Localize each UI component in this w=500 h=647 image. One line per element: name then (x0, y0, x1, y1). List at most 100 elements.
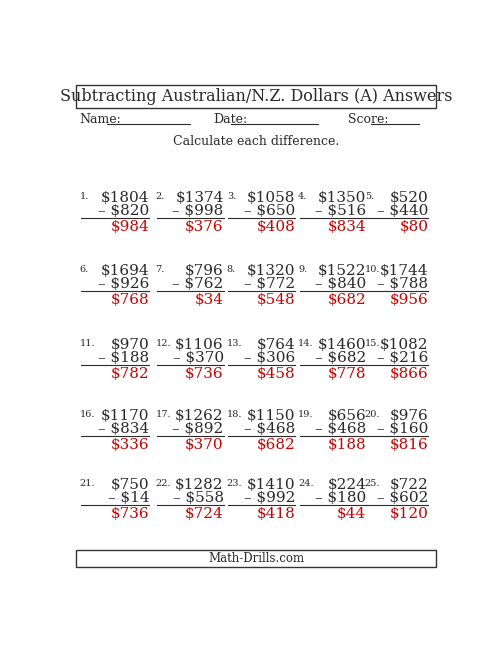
Text: $1058: $1058 (246, 191, 295, 205)
Text: $976: $976 (390, 409, 428, 422)
Text: $1744: $1744 (380, 264, 428, 278)
Text: $1460: $1460 (318, 338, 366, 352)
Text: 6.: 6. (80, 265, 89, 274)
Text: – $762: – $762 (172, 277, 224, 291)
Text: $1804: $1804 (101, 191, 150, 205)
Text: 14.: 14. (298, 338, 314, 347)
Text: $1150: $1150 (246, 409, 295, 422)
Text: $956: $956 (390, 293, 428, 307)
Text: – $926: – $926 (98, 277, 150, 291)
Text: $724: $724 (185, 507, 224, 521)
Text: 5.: 5. (365, 192, 374, 201)
Text: $1374: $1374 (176, 191, 224, 205)
Text: $1170: $1170 (101, 409, 150, 422)
Text: 11.: 11. (80, 338, 95, 347)
Text: $764: $764 (256, 338, 295, 352)
Text: $1522: $1522 (318, 264, 366, 278)
Text: $682: $682 (328, 293, 366, 307)
FancyBboxPatch shape (76, 85, 436, 109)
Text: $816: $816 (390, 438, 428, 452)
Text: Subtracting Australian/N.Z. Dollars (A) Answers: Subtracting Australian/N.Z. Dollars (A) … (60, 89, 452, 105)
Text: $376: $376 (185, 220, 224, 234)
Text: $458: $458 (256, 367, 295, 381)
Text: 4.: 4. (298, 192, 308, 201)
Text: – $468: – $468 (315, 422, 366, 436)
Text: 3.: 3. (227, 192, 236, 201)
Text: $782: $782 (110, 367, 150, 381)
Text: $120: $120 (390, 507, 428, 521)
Text: 16.: 16. (80, 410, 95, 419)
Text: 23.: 23. (227, 479, 242, 488)
Text: $370: $370 (185, 438, 224, 452)
Text: $408: $408 (256, 220, 295, 234)
Text: 19.: 19. (298, 410, 314, 419)
Text: 24.: 24. (298, 479, 314, 488)
Text: $548: $548 (256, 293, 295, 307)
Text: 15.: 15. (365, 338, 380, 347)
Text: $1410: $1410 (246, 478, 295, 492)
Text: – $834: – $834 (98, 422, 150, 436)
Text: Math-Drills.com: Math-Drills.com (208, 553, 304, 565)
Text: – $772: – $772 (244, 277, 295, 291)
Text: $1262: $1262 (175, 409, 224, 422)
Text: $418: $418 (256, 507, 295, 521)
Text: – $682: – $682 (315, 351, 366, 365)
Text: – $992: – $992 (244, 491, 295, 505)
Text: – $216: – $216 (377, 351, 428, 365)
Text: $44: $44 (337, 507, 366, 521)
Text: Date:: Date: (214, 113, 248, 127)
Text: 10.: 10. (365, 265, 380, 274)
Text: – $650: – $650 (244, 204, 295, 218)
Text: $656: $656 (328, 409, 366, 422)
Text: – $516: – $516 (315, 204, 366, 218)
Text: – $788: – $788 (378, 277, 428, 291)
Text: – $840: – $840 (315, 277, 366, 291)
Text: – $180: – $180 (315, 491, 366, 505)
Text: $336: $336 (110, 438, 150, 452)
Text: $520: $520 (390, 191, 428, 205)
Text: – $602: – $602 (377, 491, 428, 505)
Text: $866: $866 (390, 367, 428, 381)
Text: $750: $750 (110, 478, 150, 492)
Text: $188: $188 (328, 438, 366, 452)
Text: 25.: 25. (365, 479, 380, 488)
Text: – $558: – $558 (172, 491, 224, 505)
Text: $80: $80 (400, 220, 428, 234)
Text: – $160: – $160 (377, 422, 428, 436)
Text: 18.: 18. (227, 410, 242, 419)
Text: $1106: $1106 (175, 338, 224, 352)
Text: 1.: 1. (80, 192, 89, 201)
Text: 13.: 13. (227, 338, 242, 347)
Text: 21.: 21. (80, 479, 95, 488)
Text: $736: $736 (185, 367, 224, 381)
Text: $834: $834 (328, 220, 366, 234)
Text: – $468: – $468 (244, 422, 295, 436)
Text: $1350: $1350 (318, 191, 366, 205)
Text: $736: $736 (110, 507, 150, 521)
Text: $778: $778 (328, 367, 366, 381)
Text: 17.: 17. (156, 410, 171, 419)
Text: 9.: 9. (298, 265, 308, 274)
Text: – $14: – $14 (108, 491, 150, 505)
Text: $768: $768 (110, 293, 150, 307)
Text: 12.: 12. (156, 338, 171, 347)
Text: – $188: – $188 (98, 351, 150, 365)
Text: – $370: – $370 (172, 351, 224, 365)
Text: $970: $970 (110, 338, 150, 352)
Text: Score:: Score: (348, 113, 388, 127)
Text: $682: $682 (256, 438, 295, 452)
Text: Name:: Name: (80, 113, 122, 127)
Text: Calculate each difference.: Calculate each difference. (173, 135, 340, 148)
Text: $722: $722 (390, 478, 428, 492)
Text: $796: $796 (185, 264, 224, 278)
Text: $34: $34 (194, 293, 224, 307)
Text: 7.: 7. (156, 265, 165, 274)
Text: $1694: $1694 (100, 264, 150, 278)
Text: $224: $224 (328, 478, 366, 492)
Text: 22.: 22. (156, 479, 171, 488)
FancyBboxPatch shape (76, 551, 436, 567)
Text: 2.: 2. (156, 192, 165, 201)
Text: 20.: 20. (365, 410, 380, 419)
Text: – $820: – $820 (98, 204, 150, 218)
Text: $1282: $1282 (175, 478, 224, 492)
